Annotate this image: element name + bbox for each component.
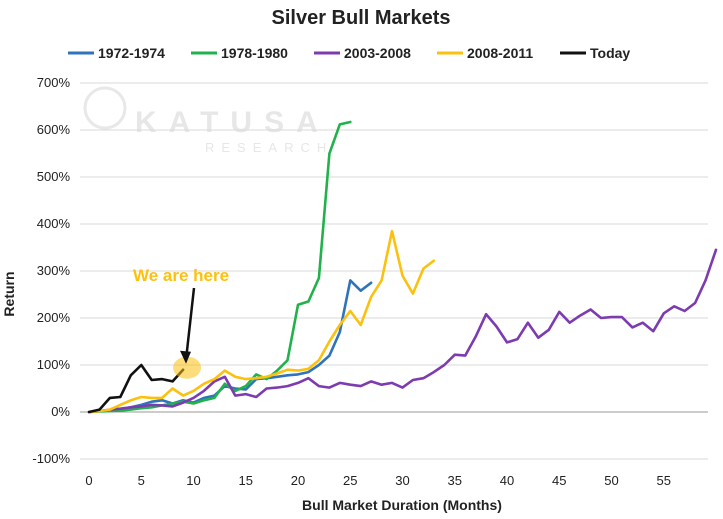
y-tick-label: 200% <box>37 310 71 325</box>
legend-entry: 2008-2011 <box>467 45 533 61</box>
y-tick-label: 600% <box>37 122 71 137</box>
y-tick-label: -100% <box>32 451 70 466</box>
legend-entry: 2003-2008 <box>344 45 411 61</box>
y-tick-label: 700% <box>37 75 71 90</box>
y-axis-label: Return <box>1 271 17 316</box>
x-tick-label: 5 <box>138 473 145 488</box>
x-tick-label: 55 <box>657 473 671 488</box>
x-tick-label: 45 <box>552 473 566 488</box>
legend-entry: Today <box>590 45 630 61</box>
y-tick-label: 400% <box>37 216 71 231</box>
legend-entry: 1972-1974 <box>98 45 165 61</box>
watermark-brand: KATUSA <box>135 106 330 139</box>
x-tick-label: 20 <box>291 473 305 488</box>
legend: 1972-1974 1978-1980 2003-2008 2008-2011 Toda… <box>68 45 630 61</box>
x-tick-label: 0 <box>85 473 92 488</box>
x-tick-label: 35 <box>448 473 462 488</box>
y-tick-label: 300% <box>37 263 71 278</box>
series-line-1972-1974 <box>87 279 373 414</box>
series-line-today <box>87 363 185 414</box>
series-line-1978-1980 <box>87 120 352 414</box>
watermark-logo-icon <box>83 86 127 130</box>
gridlines <box>80 82 708 460</box>
watermark-sub: RESEARCH <box>205 140 333 155</box>
x-tick-label: 15 <box>239 473 253 488</box>
x-tick-label: 30 <box>395 473 409 488</box>
series-line-2008-2011 <box>87 229 436 414</box>
series-lines <box>87 120 718 414</box>
we-are-here-marker <box>173 356 202 379</box>
watermark: KATUSA RESEARCH <box>83 86 333 155</box>
x-axis-label: Bull Market Duration (Months) <box>302 497 502 513</box>
annotation: We are here <box>133 266 229 379</box>
y-tick-label: 500% <box>37 169 71 184</box>
x-tick-labels: 0 5 10 15 20 25 30 35 40 45 50 55 <box>85 473 671 488</box>
y-tick-label: 0% <box>51 404 70 419</box>
x-tick-label: 25 <box>343 473 357 488</box>
annotation-arrow <box>184 287 196 360</box>
chart-title: Silver Bull Markets <box>272 7 451 29</box>
series-line-2003-2008 <box>87 248 718 414</box>
x-tick-label: 10 <box>186 473 200 488</box>
annotation-label: We are here <box>133 266 229 285</box>
x-tick-label: 40 <box>500 473 514 488</box>
legend-entry: 1978-1980 <box>221 45 288 61</box>
x-tick-label: 50 <box>604 473 618 488</box>
y-tick-labels: -100% 0% 100% 200% 300% 400% 500% 600% 700% <box>32 75 70 466</box>
y-tick-label: 100% <box>37 357 71 372</box>
arrow-head-icon <box>180 350 191 364</box>
